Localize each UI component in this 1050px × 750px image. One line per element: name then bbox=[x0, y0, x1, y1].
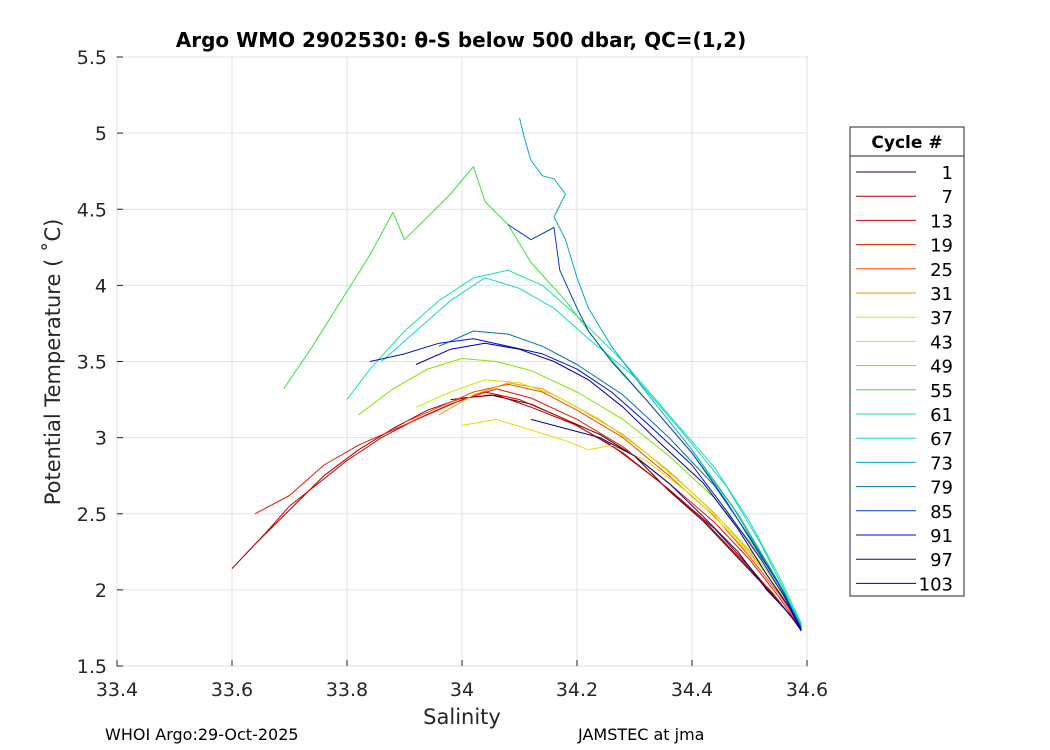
y-tick-label: 5.5 bbox=[77, 47, 107, 69]
legend-label-67: 67 bbox=[930, 429, 953, 450]
x-tick-label: 34.2 bbox=[556, 679, 598, 701]
legend-label-103: 103 bbox=[919, 574, 953, 595]
legend-label-91: 91 bbox=[930, 526, 953, 547]
legend-label-85: 85 bbox=[930, 502, 953, 523]
series-line-cycle-73 bbox=[519, 117, 802, 627]
series-line-cycle-103 bbox=[415, 342, 802, 632]
series-line-cycle-43 bbox=[415, 379, 802, 627]
y-tick-label: 2.5 bbox=[77, 504, 107, 526]
x-tick-label: 33.6 bbox=[211, 679, 253, 701]
x-tick-label: 34.6 bbox=[786, 679, 828, 701]
x-tick-label: 34 bbox=[450, 679, 474, 701]
legend-label-19: 19 bbox=[930, 236, 953, 257]
series-line-cycle-67 bbox=[381, 277, 802, 627]
y-tick-label: 1.5 bbox=[77, 656, 107, 678]
legend-label-73: 73 bbox=[930, 453, 953, 474]
series-line-cycle-91 bbox=[369, 338, 802, 630]
series-line-cycle-7 bbox=[231, 394, 802, 630]
y-tick-label: 4.5 bbox=[77, 199, 107, 221]
legend-label-61: 61 bbox=[930, 405, 953, 426]
legend-label-1: 1 bbox=[942, 163, 953, 184]
grid-lines bbox=[116, 56, 808, 667]
legend-label-97: 97 bbox=[930, 550, 953, 571]
x-axis-label: Salinity bbox=[423, 705, 501, 729]
x-axis-ticks: 33.4 33.6 33.8 34 34.2 34.4 34.6 bbox=[96, 660, 828, 701]
legend: Cycle # 1 7 13 19 25 31 37 43 49 55 61 67 73 79 85 91 97… bbox=[849, 126, 965, 597]
y-tick-label: 4 bbox=[95, 275, 107, 297]
y-axis-ticks: 1.5 2 2.5 3 3.5 4 4.5 5 5.5 bbox=[77, 47, 123, 678]
legend-label-25: 25 bbox=[930, 260, 953, 281]
legend-label-37: 37 bbox=[930, 308, 953, 329]
footer-credit: JAMSTEC at jma bbox=[578, 725, 705, 744]
y-axis-label: Potential Temperature ( ˚C) bbox=[41, 219, 65, 506]
series-line-cycle-97 bbox=[530, 418, 802, 632]
legend-label-7: 7 bbox=[942, 187, 953, 208]
y-tick-label: 3 bbox=[95, 428, 107, 450]
series-line-cycle-19 bbox=[254, 388, 802, 630]
footer-source-date: WHOI Argo:29-Oct-2025 bbox=[105, 725, 299, 744]
y-tick-label: 3.5 bbox=[77, 352, 107, 374]
series-line-cycle-25 bbox=[404, 383, 802, 629]
legend-label-43: 43 bbox=[930, 332, 953, 353]
legend-label-49: 49 bbox=[930, 357, 953, 378]
legend-box bbox=[849, 126, 965, 597]
x-tick-label: 33.4 bbox=[96, 679, 138, 701]
series-layer bbox=[231, 117, 802, 632]
series-line-cycle-49 bbox=[358, 358, 802, 626]
legend-label-13: 13 bbox=[930, 211, 953, 232]
y-tick-label: 5 bbox=[95, 123, 107, 145]
series-line-cycle-61 bbox=[346, 269, 802, 624]
legend-label-31: 31 bbox=[930, 284, 953, 305]
y-tick-label: 2 bbox=[95, 580, 107, 602]
chart-title: Argo WMO 2902530: θ-S below 500 dbar, QC… bbox=[176, 28, 746, 52]
legend-items: 1 7 13 19 25 31 37 43 49 55 61 67 73 79 85 91 97 103 bbox=[856, 163, 953, 595]
series-line-cycle-79 bbox=[438, 330, 802, 629]
x-tick-label: 34.4 bbox=[671, 679, 713, 701]
legend-label-79: 79 bbox=[930, 478, 953, 499]
x-tick-label: 33.8 bbox=[326, 679, 368, 701]
series-line-cycle-85 bbox=[507, 224, 802, 630]
legend-title: Cycle # bbox=[871, 133, 942, 153]
legend-label-55: 55 bbox=[930, 381, 953, 402]
